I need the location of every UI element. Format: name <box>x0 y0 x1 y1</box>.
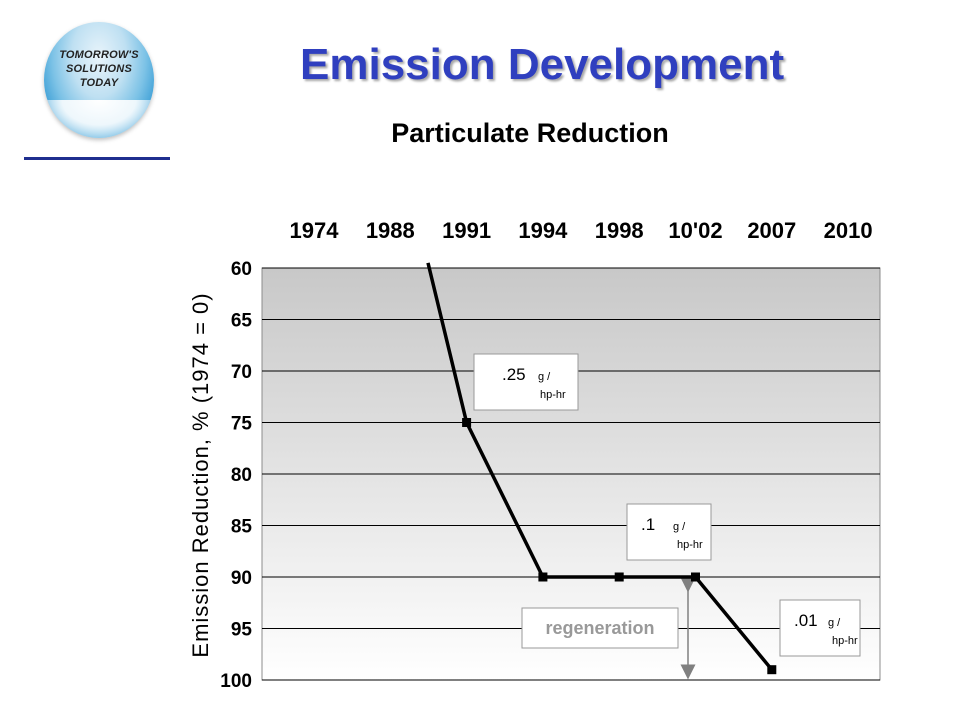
x-tick-label: 1991 <box>442 218 491 243</box>
annotation-unit-2: hp-hr <box>832 635 858 647</box>
x-tick-label: 1994 <box>518 218 568 243</box>
y-tick-label: 85 <box>231 517 253 538</box>
x-tick-label: 2010 <box>824 218 873 243</box>
annotation-value: .25 <box>502 365 526 384</box>
annotation-unit: g / <box>673 521 686 533</box>
annotations: .25 g / hp-hr .1 g / hp-hr .01 g / hp-hr <box>473 353 861 657</box>
data-point <box>767 665 777 675</box>
data-point <box>538 572 548 582</box>
x-tick-labels: 1974 1988 1991 1994 1998 10'02 2007 2010 <box>290 218 873 243</box>
y-tick-label: 75 <box>231 414 253 435</box>
logo-line-1: TOMORROW'S <box>59 49 139 61</box>
y-tick-labels: 60 65 70 75 80 85 90 95 100 <box>220 259 252 692</box>
y-tick-label: 90 <box>231 568 252 589</box>
data-point <box>462 418 472 427</box>
logo-text: TOMORROW'S SOLUTIONS TODAY <box>44 48 154 90</box>
annotation-box <box>473 353 579 411</box>
y-tick-label: 95 <box>231 620 253 641</box>
regeneration-annotation: regeneration <box>521 577 696 680</box>
series-line <box>426 262 774 671</box>
y-tick-label: 100 <box>220 671 252 692</box>
y-tick-label: 70 <box>231 362 252 383</box>
y-tick-label: 80 <box>231 465 252 486</box>
annotation-unit-2: hp-hr <box>677 539 703 551</box>
x-tick-label: 1988 <box>366 218 415 243</box>
slide-title: Emission Development <box>300 40 785 89</box>
x-tick-label: 1998 <box>595 218 644 243</box>
annotation-unit: g / <box>828 617 841 629</box>
logo: TOMORROW'S SOLUTIONS TODAY <box>44 22 154 138</box>
y-tick-label: 60 <box>231 259 252 280</box>
data-point <box>691 572 700 582</box>
logo-line-3: TODAY <box>79 77 119 89</box>
logo-line-2: SOLUTIONS <box>66 63 132 75</box>
regeneration-label: regeneration <box>545 618 654 638</box>
y-tick-label: 65 <box>231 311 253 332</box>
x-tick-label: 10'02 <box>668 218 722 243</box>
y-axis-label: Emission Reduction, % (1974 = 0) <box>188 292 213 657</box>
annotation-box <box>626 503 712 561</box>
x-tick-label: 2007 <box>747 218 796 243</box>
series <box>426 262 777 675</box>
regeneration-box <box>521 607 679 649</box>
logo-divider <box>24 157 170 160</box>
annotation-value: .01 <box>794 611 818 630</box>
x-tick-label: 1974 <box>290 218 340 243</box>
annotation-unit-2: hp-hr <box>540 389 566 401</box>
annotation-unit: g / <box>538 371 551 383</box>
chart-title: Particulate Reduction <box>391 118 669 148</box>
annotation-box <box>779 599 861 657</box>
data-point <box>614 572 624 582</box>
annotation-value: .1 <box>641 515 655 534</box>
